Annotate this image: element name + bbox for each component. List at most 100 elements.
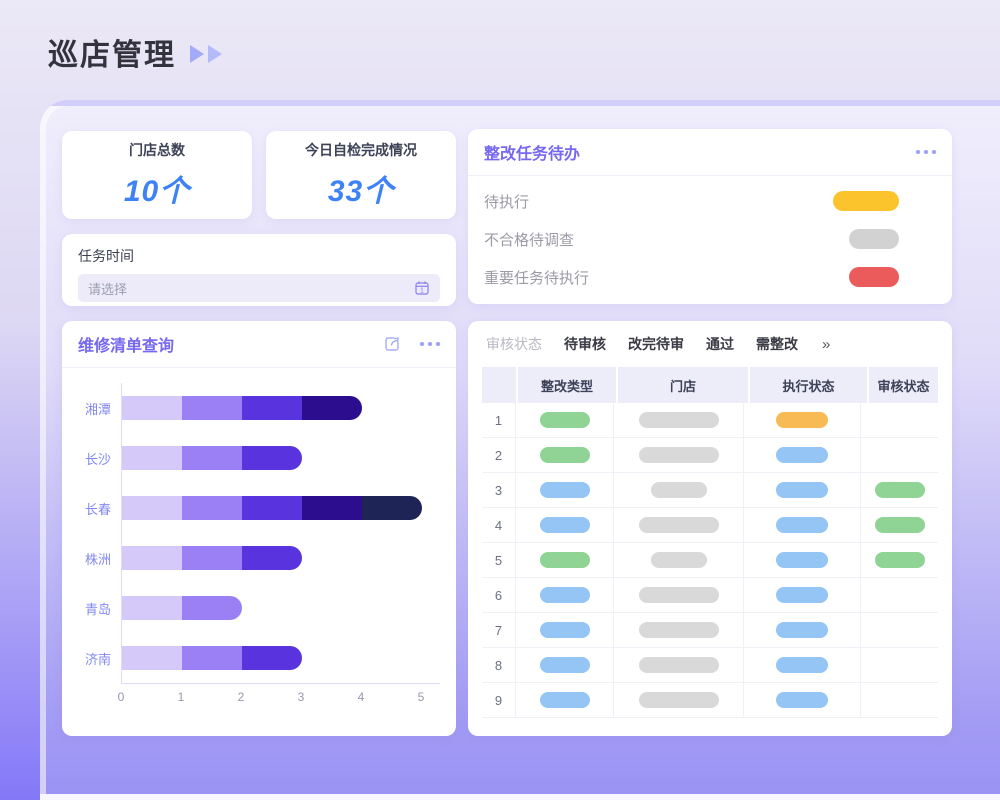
rectify-type-pill [539, 412, 590, 428]
exec-status-pill [776, 657, 828, 673]
rectify-type-cell [516, 473, 614, 507]
chart-category-label: 湘潭 [84, 401, 111, 417]
exec-status-pill [776, 447, 828, 463]
task-time-label: 任务时间 [78, 248, 134, 264]
audit-status-pill [874, 482, 925, 498]
table-row: 3 [482, 473, 938, 508]
bar-row [122, 433, 440, 483]
rectify-type-pill [539, 692, 590, 708]
rectify-type-cell [516, 648, 614, 682]
row-number-cell: 4 [482, 508, 516, 542]
chart-category-label: 济南 [84, 651, 111, 667]
bar-segment [122, 496, 182, 520]
stat-label: 门店总数 [129, 142, 185, 158]
row-number-cell: 6 [482, 578, 516, 612]
repair-chart-panel: 维修清单查询 湘潭 长沙 长春 株洲 青岛 济南 0 1 2 3 4 5 [62, 321, 456, 736]
table-row: 5 [482, 543, 938, 578]
row-number: 9 [494, 692, 503, 708]
stacked-bar [122, 646, 302, 670]
store-cell [614, 403, 744, 437]
bar-segment [242, 446, 302, 470]
header-cell: 整改类型 [518, 367, 616, 403]
table-row: 9 [482, 683, 938, 718]
x-axis-tick: 0 [117, 690, 125, 704]
exec-status-cell [744, 543, 861, 577]
rectify-type-pill [539, 517, 590, 533]
ellipsis-menu-icon[interactable] [420, 342, 440, 346]
row-number-cell: 8 [482, 648, 516, 682]
bar-segment [122, 396, 182, 420]
x-axis-tick: 1 [177, 690, 185, 704]
exec-status-pill [776, 622, 828, 638]
bar-segment [242, 546, 302, 570]
exec-status-pill [776, 482, 828, 498]
tabs-filter-label: 审核状态 [486, 336, 542, 352]
row-number: 5 [494, 552, 503, 568]
bar-row [122, 633, 440, 683]
bar-chart-ticks: 0 1 2 3 4 5 [117, 690, 456, 710]
rectify-type-pill [539, 657, 590, 673]
row-number-cell: 7 [482, 613, 516, 647]
page-title: 巡店管理 [48, 39, 176, 72]
audit-status-cell [861, 683, 938, 717]
audit-status-cell [861, 578, 938, 612]
bar-segment [182, 396, 242, 420]
todo-panel-title: 整改任务待办 [484, 146, 581, 163]
rectify-type-cell [516, 683, 614, 717]
ellipsis-menu-icon[interactable] [916, 150, 936, 154]
bar-segment [242, 496, 302, 520]
bar-segment [122, 646, 182, 670]
todo-panel-header: 整改任务待办 [468, 129, 952, 176]
bar-segment [182, 596, 242, 620]
exec-status-cell [744, 403, 861, 437]
row-number: 4 [494, 517, 503, 533]
calendar-icon[interactable]: 1 [414, 280, 430, 296]
exec-status-pill [776, 412, 828, 428]
bar-segment [122, 446, 182, 470]
audit-status-pill [874, 517, 925, 533]
rectify-type-pill [539, 552, 590, 568]
header-cell: 执行状态 [750, 367, 867, 403]
audit-status-cell [861, 543, 938, 577]
x-axis-tick: 5 [417, 690, 425, 704]
store-pill [638, 692, 719, 708]
bar-segment [302, 396, 362, 420]
exec-status-cell [744, 683, 861, 717]
todo-list: 待执行 不合格待调查 重要任务待执行 [468, 176, 952, 296]
rectify-type-cell [516, 438, 614, 472]
bar-row [122, 533, 440, 583]
x-axis-tick: 2 [237, 690, 245, 704]
bar-segment [302, 496, 362, 520]
row-number: 3 [494, 482, 503, 498]
store-pill [650, 552, 707, 568]
date-picker-input[interactable]: 请选择 1 [78, 274, 440, 302]
table-row: 7 [482, 613, 938, 648]
export-icon[interactable] [382, 334, 402, 354]
stacked-bar [122, 496, 422, 520]
chart-panel-title: 维修清单查询 [78, 338, 175, 355]
row-number-cell: 3 [482, 473, 516, 507]
todo-item: 待执行 [484, 182, 936, 220]
chart-category-label: 长春 [84, 501, 111, 517]
tab-待审核[interactable]: 待审核 [564, 336, 606, 352]
tab-需整改[interactable]: 需整改 [756, 336, 798, 352]
audit-status-cell [861, 473, 938, 507]
table-row: 8 [482, 648, 938, 683]
audit-status-cell [861, 613, 938, 647]
bar-segment [182, 546, 242, 570]
todo-item: 重要任务待执行 [484, 258, 936, 296]
bar-row [122, 483, 440, 533]
table-row: 1 [482, 403, 938, 438]
row-number: 7 [494, 622, 503, 638]
rectify-type-pill [539, 482, 590, 498]
stat-value: 33个 [327, 175, 395, 208]
store-pill [638, 657, 719, 673]
bar-segment [242, 396, 302, 420]
tabs-more-icon[interactable]: » [822, 335, 831, 353]
tab-改完待审[interactable]: 改完待审 [628, 336, 684, 352]
tab-通过[interactable]: 通过 [706, 336, 734, 352]
status-pill [833, 191, 899, 211]
store-cell [614, 648, 744, 682]
task-time-card: 任务时间 请选择 1 [62, 234, 456, 306]
